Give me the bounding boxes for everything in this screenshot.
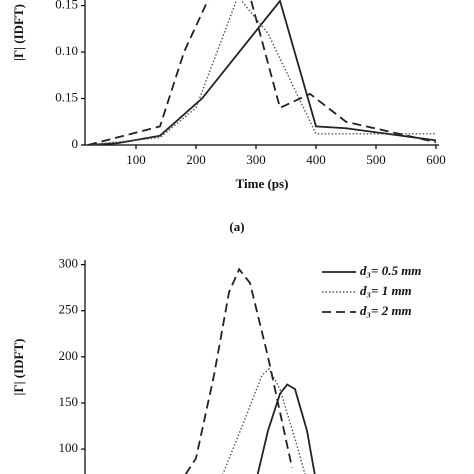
series-line: [87, 0, 436, 145]
y-tick-label: 100: [59, 440, 79, 455]
y-tick-label: 300: [59, 256, 79, 271]
series-line: [87, 0, 437, 145]
x-tick-label: 200: [186, 152, 206, 167]
plot-area: [87, 0, 437, 145]
y-tick-label: 250: [59, 302, 79, 317]
x-tick-label: 600: [426, 152, 446, 167]
series-line: [184, 267, 293, 474]
y-axis-label: |Γ| (IDFT): [11, 339, 26, 396]
x-tick-label: 100: [126, 152, 146, 167]
y-tick-label: 0.10: [55, 43, 78, 58]
legend-label: d₃= 1 mm: [360, 283, 412, 298]
y-tick-label: 0.15: [55, 90, 78, 105]
y-tick-label: 0.15: [55, 0, 78, 12]
legend-label: d₃= 2 mm: [360, 303, 412, 318]
x-tick-label: 300: [246, 152, 266, 167]
y-axis-label: |Γ| (IDFT): [11, 4, 26, 61]
y-tick-label: 200: [59, 348, 79, 363]
x-axis-label: Time (ps): [236, 176, 289, 191]
y-tick-label: 150: [59, 394, 79, 409]
series-line: [87, 0, 437, 145]
plot-area: [184, 267, 316, 474]
y-tick-label: 0: [72, 136, 79, 151]
caption: (a): [229, 219, 244, 234]
series-line: [222, 367, 306, 474]
x-tick-label: 400: [306, 152, 326, 167]
x-tick-label: 500: [366, 152, 386, 167]
series-line: [256, 383, 316, 474]
legend-label: d₃= 0.5 mm: [360, 263, 421, 278]
